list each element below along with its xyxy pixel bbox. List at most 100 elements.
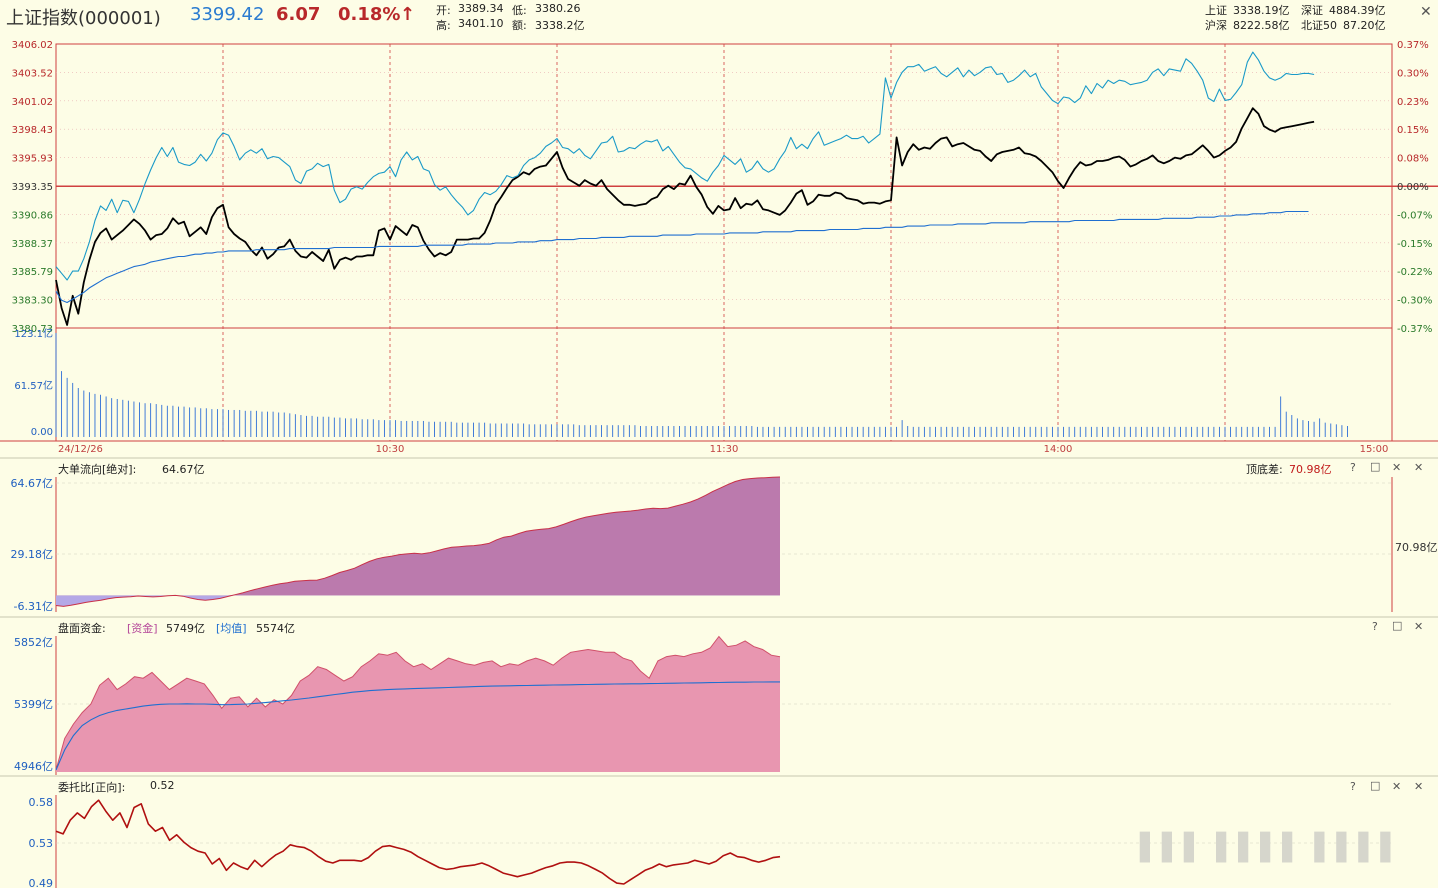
low-label: 低:	[512, 4, 527, 17]
series-index	[55, 51, 1315, 281]
flow-topdiff-label: 顶底差:	[1246, 463, 1283, 476]
ratio-max-icon[interactable]: □	[1370, 779, 1381, 792]
flow-tick: 29.18亿	[11, 548, 54, 561]
ratio-tick: 0.53	[29, 837, 54, 850]
flow-tick: 64.67亿	[11, 477, 54, 490]
price-tick-left: 3390.86	[12, 210, 53, 221]
amount-label: 额:	[512, 19, 527, 32]
volume-tick: 0.00	[31, 427, 53, 438]
flow-value: 64.67亿	[162, 463, 205, 476]
price-tick-left: 3380.73	[12, 324, 53, 335]
fund-tick: 5852亿	[14, 636, 53, 649]
time-tick: 24/12/26	[58, 444, 103, 455]
flow-line	[55, 476, 781, 607]
flow-topdiff-value: 70.98亿	[1289, 463, 1332, 476]
bz-label: 北证50	[1301, 19, 1337, 32]
time-tick: 15:00	[1360, 444, 1389, 455]
ratio-close-icon[interactable]: ✕	[1392, 780, 1402, 793]
pct-tick-right: 0.00%	[1397, 182, 1429, 193]
price-tick-left: 3395.93	[12, 154, 53, 165]
high-label: 高:	[436, 19, 451, 32]
close-icon[interactable]: ✕	[1420, 4, 1432, 20]
quote-header: 上证指数(000001) 3399.42 6.07 0.18% ↑ 开: 338…	[0, 0, 1438, 36]
pct-tick-right: -0.07%	[1397, 210, 1432, 221]
price-tick-left: 3385.79	[12, 267, 53, 278]
pct-tick-right: 0.30%	[1397, 68, 1429, 79]
time-tick: 14:00	[1044, 444, 1073, 455]
price-change-pct: 0.18%	[338, 4, 401, 25]
sh-value: 3338.19亿	[1233, 4, 1290, 17]
amount-value: 3338.2亿	[535, 19, 585, 32]
watermark: ▌▌▌ ▌▌▌▌ ▌▌▌▌	[1140, 833, 1403, 863]
price-tick-left: 3403.52	[12, 68, 53, 79]
ratio-tick: 0.49	[29, 877, 54, 888]
ratio-title: 委托比[正向]:	[58, 781, 126, 794]
price-tick-left: 3406.02	[12, 40, 53, 51]
fund-series-label: [资金]	[127, 622, 158, 635]
hs-label: 沪深	[1205, 19, 1227, 32]
bz-value: 87.20亿	[1343, 19, 1386, 32]
flow-right-tick: 70.98亿	[1395, 541, 1438, 554]
sh-label: 上证	[1205, 4, 1227, 17]
price-change: 6.07	[276, 4, 321, 25]
flow-negative-area	[56, 595, 780, 607]
price-tick-left: 3398.43	[12, 125, 53, 136]
fund-max-icon[interactable]: □	[1392, 619, 1403, 632]
fund-help-icon[interactable]: ?	[1372, 620, 1378, 633]
ratio-close-icon-2[interactable]: ✕	[1414, 780, 1424, 793]
price-tick-left: 3383.30	[12, 296, 53, 307]
flow-close-icon[interactable]: ✕	[1392, 461, 1402, 474]
mean-series-label: [均值]	[216, 622, 247, 635]
pct-tick-right: -0.37%	[1397, 324, 1432, 335]
fund-mean-line	[55, 681, 780, 771]
ratio-tick: 0.58	[29, 796, 54, 809]
flow-max-icon[interactable]: □	[1370, 460, 1381, 473]
price-grid	[0, 43, 1438, 777]
open-label: 开:	[436, 4, 451, 17]
high-value: 3401.10	[458, 17, 504, 30]
time-tick: 11:30	[710, 444, 739, 455]
flow-positive-area	[56, 477, 780, 596]
price-lines	[55, 51, 1315, 326]
pct-tick-right: -0.15%	[1397, 239, 1432, 250]
big-order-flow	[55, 476, 1393, 612]
series-price	[55, 107, 1315, 326]
last-price: 3399.42	[190, 4, 265, 25]
fund-title: 盘面资金:	[58, 622, 106, 635]
price-tick-left: 3393.35	[12, 182, 53, 193]
flow-close-icon-2[interactable]: ✕	[1414, 461, 1424, 474]
volume-bars	[55, 333, 1348, 437]
volume-tick: 61.57亿	[14, 379, 53, 392]
flow-tick: -6.31亿	[14, 600, 53, 613]
pct-tick-right: -0.22%	[1397, 267, 1432, 278]
flow-title: 大单流向[绝对]:	[58, 463, 137, 476]
ratio-line	[55, 799, 781, 885]
hs-value: 8222.58亿	[1233, 19, 1290, 32]
time-tick: 10:30	[376, 444, 405, 455]
fund-close-icon[interactable]: ✕	[1414, 620, 1424, 633]
ratio-help-icon[interactable]: ?	[1350, 780, 1356, 793]
fund-area	[56, 636, 780, 772]
index-name[interactable]: 上证指数(000001)	[6, 8, 161, 29]
pct-tick-right: 0.08%	[1397, 154, 1429, 165]
pct-tick-right: 0.15%	[1397, 125, 1429, 136]
fund-line	[55, 635, 781, 771]
series-avg	[55, 210, 1309, 304]
fund-series-value: 5749亿	[166, 622, 205, 635]
mean-series-value: 5574亿	[256, 622, 295, 635]
price-tick-left: 3401.02	[12, 97, 53, 108]
market-fund	[55, 635, 1392, 775]
volume-tick: 123.1亿	[14, 327, 53, 340]
fund-tick: 5399亿	[14, 698, 53, 711]
low-value: 3380.26	[535, 2, 581, 15]
fund-tick: 4946亿	[14, 760, 53, 773]
pct-tick-right: 0.23%	[1397, 97, 1429, 108]
ratio-value: 0.52	[150, 779, 175, 792]
flow-help-icon[interactable]: ?	[1350, 461, 1356, 474]
axis-labels: 3406.02 0.37% 3403.52 0.30% 3401.02 0.23% 3398…	[11, 40, 1438, 888]
pct-tick-right: -0.30%	[1397, 296, 1432, 307]
pct-tick-right: 0.37%	[1397, 40, 1429, 51]
sz-value: 4884.39亿	[1329, 4, 1386, 17]
order-ratio	[55, 795, 1392, 888]
